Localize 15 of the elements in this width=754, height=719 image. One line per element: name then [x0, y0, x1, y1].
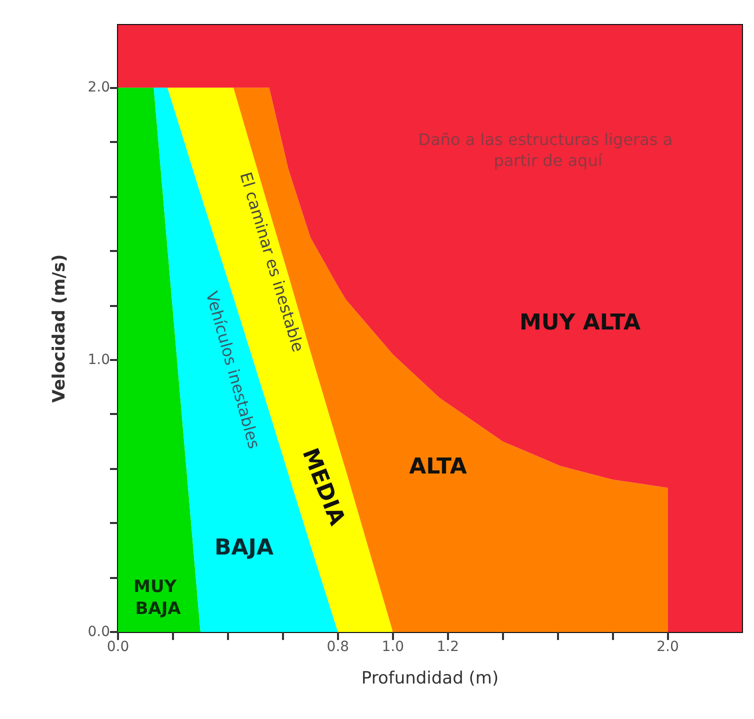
x-axis-title: Profundidad (m) [361, 668, 499, 688]
x-tick-label: 0.8 [326, 639, 350, 655]
x-tick-label: 1.0 [382, 639, 404, 655]
y-axis-title: Velocidad (m/s) [50, 254, 70, 403]
y-tick-label: 0.0 [88, 624, 110, 640]
annotation: Daño a las estructuras ligeras a partir de aquí [418, 130, 678, 170]
annotation: ALTA [409, 454, 467, 480]
x-tick-label: 0.0 [106, 639, 130, 655]
annotation: MUY ALTA [519, 310, 641, 336]
annotation: BAJA [214, 536, 274, 560]
annotation: MUY BAJA [134, 576, 182, 620]
y-tick-label: 1.0 [88, 352, 110, 368]
x-tick-label: 2.0 [656, 639, 679, 655]
y-tick-label: 2.0 [88, 80, 110, 96]
x-tick-label: 1.2 [436, 639, 459, 655]
